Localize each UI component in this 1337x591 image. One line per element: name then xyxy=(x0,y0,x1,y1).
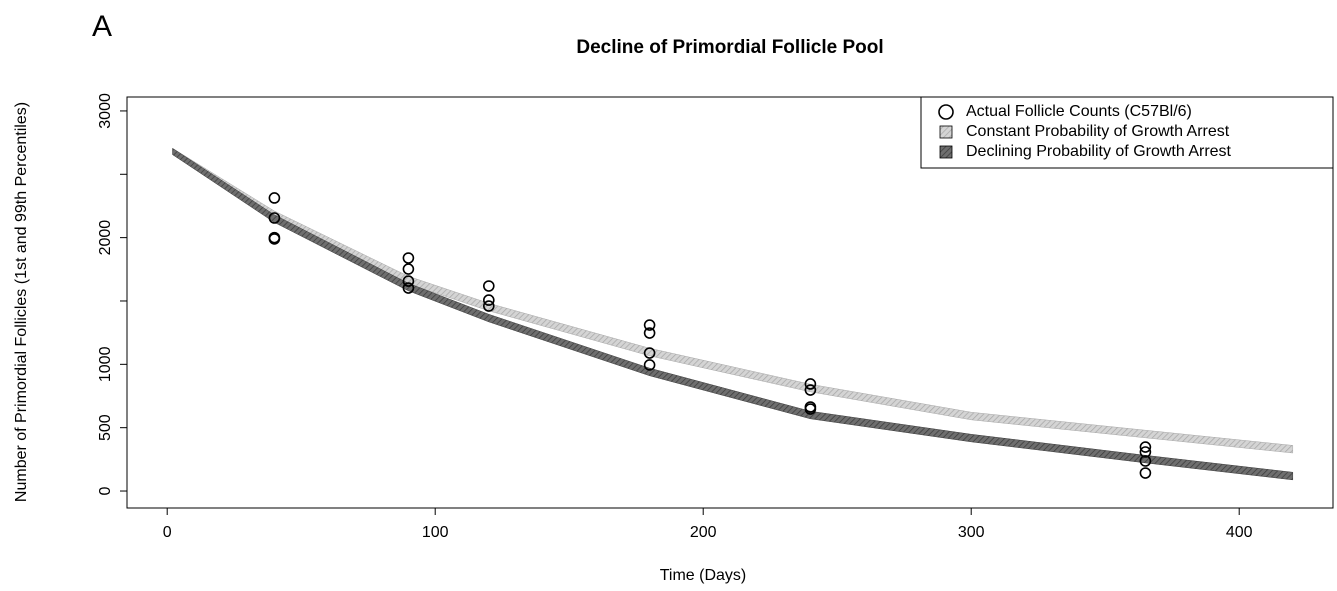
data-point xyxy=(1139,441,1152,453)
data-point xyxy=(268,212,281,224)
percentile-band xyxy=(172,147,1294,454)
data-point xyxy=(1139,467,1152,479)
chart-title: Decline of Primordial Follicle Pool xyxy=(576,37,883,58)
data-point xyxy=(804,384,817,396)
x-tick-label: 400 xyxy=(1226,524,1253,541)
percentile-band xyxy=(172,147,1294,481)
y-tick-label: 1000 xyxy=(97,346,114,382)
data-point xyxy=(482,300,495,312)
data-point xyxy=(402,275,415,287)
y-tick-label: 2000 xyxy=(97,220,114,256)
legend-label: Actual Follicle Counts (C57Bl/6) xyxy=(966,103,1192,120)
data-point xyxy=(482,294,495,306)
x-tick-label: 300 xyxy=(958,524,985,541)
panel-label: A xyxy=(92,10,112,43)
x-tick-label: 200 xyxy=(690,524,717,541)
x-tick-label: 100 xyxy=(422,524,449,541)
y-tick-label: 500 xyxy=(97,414,114,441)
data-point xyxy=(402,263,415,275)
legend-box xyxy=(920,96,1334,169)
data-point xyxy=(402,252,415,264)
x-tick-label: 0 xyxy=(163,524,172,541)
legend-symbol xyxy=(939,125,953,139)
data-point xyxy=(268,192,281,204)
data-point xyxy=(1139,446,1152,458)
data-point xyxy=(804,403,817,415)
data-point xyxy=(804,378,817,390)
x-axis-label: Time (Days) xyxy=(660,567,747,584)
data-point xyxy=(1139,455,1152,467)
data-point xyxy=(643,359,656,371)
data-point xyxy=(402,282,415,294)
data-point xyxy=(643,347,656,359)
legend-symbol xyxy=(938,104,954,120)
data-point xyxy=(643,319,656,331)
y-axis-label: Number of Primordial Follicles (1st and … xyxy=(13,102,30,502)
legend-symbol xyxy=(939,145,953,159)
data-point xyxy=(268,233,281,245)
data-point xyxy=(482,280,495,292)
legend-label: Declining Probability of Growth Arrest xyxy=(966,143,1232,160)
y-tick-label: 3000 xyxy=(97,93,114,129)
legend-label: Constant Probability of Growth Arrest xyxy=(966,123,1230,140)
data-point xyxy=(643,327,656,339)
y-tick-label: 0 xyxy=(97,486,114,495)
